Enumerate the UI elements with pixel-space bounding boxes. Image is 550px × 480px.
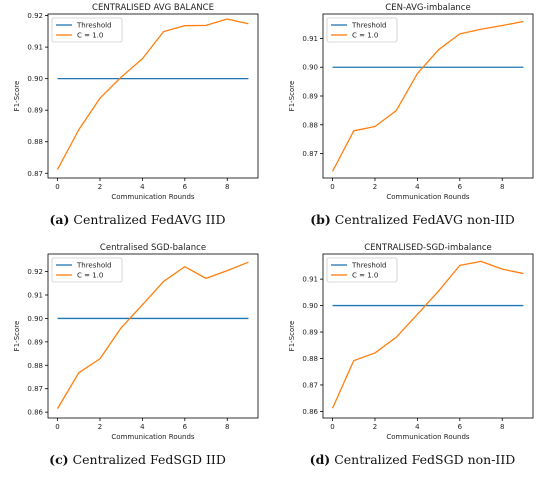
chart-d-xlabel: Communication Rounds bbox=[386, 433, 470, 441]
chart-b-xlabel: Communication Rounds bbox=[386, 193, 470, 201]
chart-c-ytick-label: 0.89 bbox=[27, 338, 43, 346]
chart-c-xtick-label: 2 bbox=[98, 423, 102, 431]
chart-a-series-c-1-0-line bbox=[56, 18, 249, 170]
chart-b-legend bbox=[326, 17, 398, 43]
chart-b-xtick-label: 6 bbox=[458, 183, 463, 191]
chart-a-xtick-label: 0 bbox=[55, 183, 59, 191]
caption-d-label: (d) bbox=[309, 452, 331, 467]
chart-d-xtick-label: 4 bbox=[415, 423, 420, 431]
chart-d-legend-label: C = 1.0 bbox=[352, 272, 378, 280]
chart-panel-a: CENTRALISED AVG BALANCE 0 2 4 6 8 0.87 0.88 0.89… bbox=[0, 0, 275, 240]
chart-b-xtick-label: 2 bbox=[373, 183, 377, 191]
chart-b-ylabel: F1-Score bbox=[288, 81, 296, 112]
chart-c-xlabel: Communication Rounds bbox=[111, 433, 195, 441]
chart-a-ytick-label: 0.92 bbox=[27, 12, 43, 20]
chart-d-ytick-label: 0.91 bbox=[302, 276, 318, 284]
chart-c-axes-frame bbox=[47, 253, 259, 419]
caption-c-text: Centralized FedSGD IID bbox=[72, 452, 226, 467]
caption-b-label: (b) bbox=[310, 212, 331, 227]
chart-b-legend-label: Threshold bbox=[351, 22, 387, 30]
chart-d-xtick-label: 8 bbox=[500, 423, 504, 431]
chart-a-legend bbox=[51, 17, 123, 43]
chart-c-ytick-label: 0.87 bbox=[27, 385, 43, 393]
chart-c-xtick-label: 4 bbox=[140, 423, 145, 431]
chart-b-xtick-label: 4 bbox=[415, 183, 420, 191]
chart-b-ytick-label: 0.88 bbox=[302, 121, 318, 129]
chart-b-series-c-1-0-line bbox=[331, 20, 524, 172]
chart-c-ytick-label: 0.88 bbox=[27, 362, 43, 370]
chart-a-ytick-label: 0.89 bbox=[27, 107, 43, 115]
chart-a-ylabel: F1-Score bbox=[13, 81, 21, 112]
chart-b-xtick-label: 0 bbox=[330, 183, 334, 191]
chart-a-xtick-label: 6 bbox=[183, 183, 188, 191]
caption-a-text: Centralized FedAVG IID bbox=[73, 212, 226, 227]
caption-b: (b) Centralized FedAVG non-IID bbox=[275, 212, 550, 227]
chart-d-axes-frame bbox=[322, 253, 534, 419]
chart-a-xtick-label: 8 bbox=[225, 183, 229, 191]
chart-a-xtick-label: 2 bbox=[98, 183, 102, 191]
chart-c-series-c-1-0-line bbox=[56, 261, 249, 409]
chart-b-svg: CEN-AVG-imbalance 0 2 4 6 8 0.87 0.88 0.89 0.90 0.… bbox=[288, 3, 534, 201]
chart-d-xtick-label: 2 bbox=[373, 423, 377, 431]
chart-b-ytick-label: 0.90 bbox=[302, 64, 318, 72]
chart-a-title: CENTRALISED AVG BALANCE bbox=[92, 3, 214, 13]
caption-a-label: (a) bbox=[49, 212, 70, 227]
caption-d: (d) Centralized FedSGD non-IID bbox=[275, 452, 550, 467]
chart-a-ytick-label: 0.91 bbox=[27, 44, 43, 52]
chart-c-legend-label: C = 1.0 bbox=[77, 272, 103, 280]
chart-c-ylabel: F1-Score bbox=[13, 321, 21, 352]
chart-c-ytick-label: 0.90 bbox=[27, 315, 43, 323]
chart-a-axes-frame bbox=[47, 13, 259, 179]
chart-c-title: Centralised SGD-balance bbox=[100, 243, 206, 253]
chart-b-xtick-label: 8 bbox=[500, 183, 504, 191]
chart-b-title: CEN-AVG-imbalance bbox=[385, 3, 470, 13]
chart-a-ytick-label: 0.90 bbox=[27, 75, 43, 83]
chart-d-ytick-label: 0.87 bbox=[302, 381, 318, 389]
chart-panel-d: CENTRALISED-SGD-imbalance 0 2 4 6 8 0.86 0.87 0.… bbox=[275, 240, 550, 480]
chart-d-legend-label: Threshold bbox=[351, 262, 387, 270]
chart-d-ytick-label: 0.89 bbox=[302, 329, 318, 337]
chart-d-legend bbox=[326, 257, 398, 283]
chart-c-xtick-label: 6 bbox=[183, 423, 188, 431]
chart-d-title: CENTRALISED-SGD-imbalance bbox=[364, 243, 492, 253]
chart-d-xtick-label: 0 bbox=[330, 423, 334, 431]
chart-d-ylabel: F1-Score bbox=[288, 321, 296, 352]
chart-c-ytick-label: 0.92 bbox=[27, 268, 43, 276]
chart-a-legend-label: Threshold bbox=[76, 22, 112, 30]
chart-d-series-c-1-0-line bbox=[331, 260, 524, 409]
chart-b-ytick-label: 0.89 bbox=[302, 93, 318, 101]
caption-a: (a) Centralized FedAVG IID bbox=[0, 212, 275, 227]
chart-c-ytick-label: 0.91 bbox=[27, 292, 43, 300]
chart-c-legend-label: Threshold bbox=[76, 262, 112, 270]
chart-c-xtick-label: 8 bbox=[225, 423, 229, 431]
chart-d-svg: CENTRALISED-SGD-imbalance 0 2 4 6 8 0.86 0.87 0.… bbox=[288, 243, 534, 441]
chart-c-ytick-label: 0.86 bbox=[27, 409, 43, 417]
chart-panel-c: Centralised SGD-balance 0 2 4 6 8 0.86 0.87 0.88… bbox=[0, 240, 275, 480]
chart-c-xtick-label: 0 bbox=[55, 423, 59, 431]
chart-b-ytick-label: 0.87 bbox=[302, 150, 318, 158]
caption-b-text: Centralized FedAVG non-IID bbox=[334, 212, 515, 227]
chart-d-xtick-label: 6 bbox=[458, 423, 463, 431]
chart-c-svg: Centralised SGD-balance 0 2 4 6 8 0.86 0.87 0.88… bbox=[13, 243, 259, 441]
chart-panel-b: CEN-AVG-imbalance 0 2 4 6 8 0.87 0.88 0.89 0.90 0.… bbox=[275, 0, 550, 240]
chart-a-legend-label: C = 1.0 bbox=[77, 32, 103, 40]
chart-a-xtick-label: 4 bbox=[140, 183, 145, 191]
chart-a-ytick-label: 0.88 bbox=[27, 138, 43, 146]
caption-d-text: Centralized FedSGD non-IID bbox=[334, 452, 516, 467]
chart-a-xlabel: Communication Rounds bbox=[111, 193, 195, 201]
chart-b-legend-label: C = 1.0 bbox=[352, 32, 378, 40]
caption-c-label: (c) bbox=[49, 452, 69, 467]
chart-d-ytick-label: 0.90 bbox=[302, 302, 318, 310]
chart-c-legend bbox=[51, 257, 123, 283]
chart-a-svg: CENTRALISED AVG BALANCE 0 2 4 6 8 0.87 0.88 0.89… bbox=[13, 3, 259, 201]
chart-a-ytick-label: 0.87 bbox=[27, 170, 43, 178]
chart-b-ytick-label: 0.91 bbox=[302, 35, 318, 43]
chart-d-ytick-label: 0.88 bbox=[302, 355, 318, 363]
chart-d-ytick-label: 0.86 bbox=[302, 408, 318, 416]
caption-c: (c) Centralized FedSGD IID bbox=[0, 452, 275, 467]
